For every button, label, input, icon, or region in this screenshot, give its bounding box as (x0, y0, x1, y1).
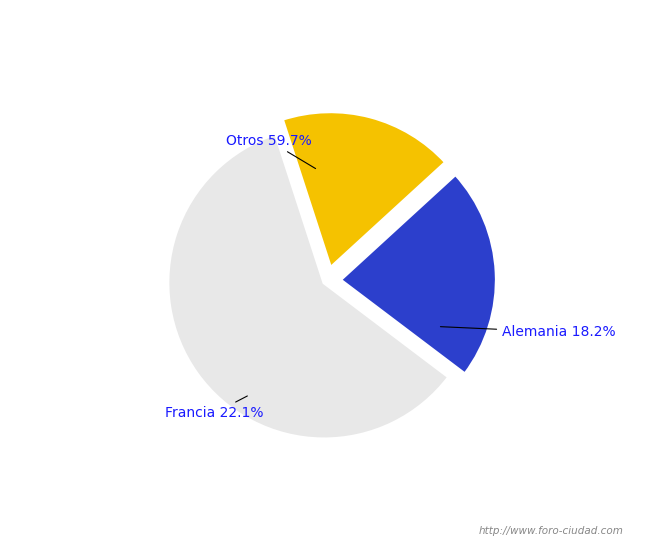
Text: Olmedo - Turistas extranjeros según país - Abril de 2024: Olmedo - Turistas extranjeros según país… (92, 9, 558, 27)
Wedge shape (282, 112, 446, 268)
Text: Otros 59.7%: Otros 59.7% (226, 134, 315, 168)
Text: Alemania 18.2%: Alemania 18.2% (441, 325, 616, 339)
Text: Francia 22.1%: Francia 22.1% (165, 396, 264, 420)
Wedge shape (340, 174, 497, 375)
Wedge shape (168, 134, 449, 439)
Text: http://www.foro-ciudad.com: http://www.foro-ciudad.com (479, 526, 624, 536)
